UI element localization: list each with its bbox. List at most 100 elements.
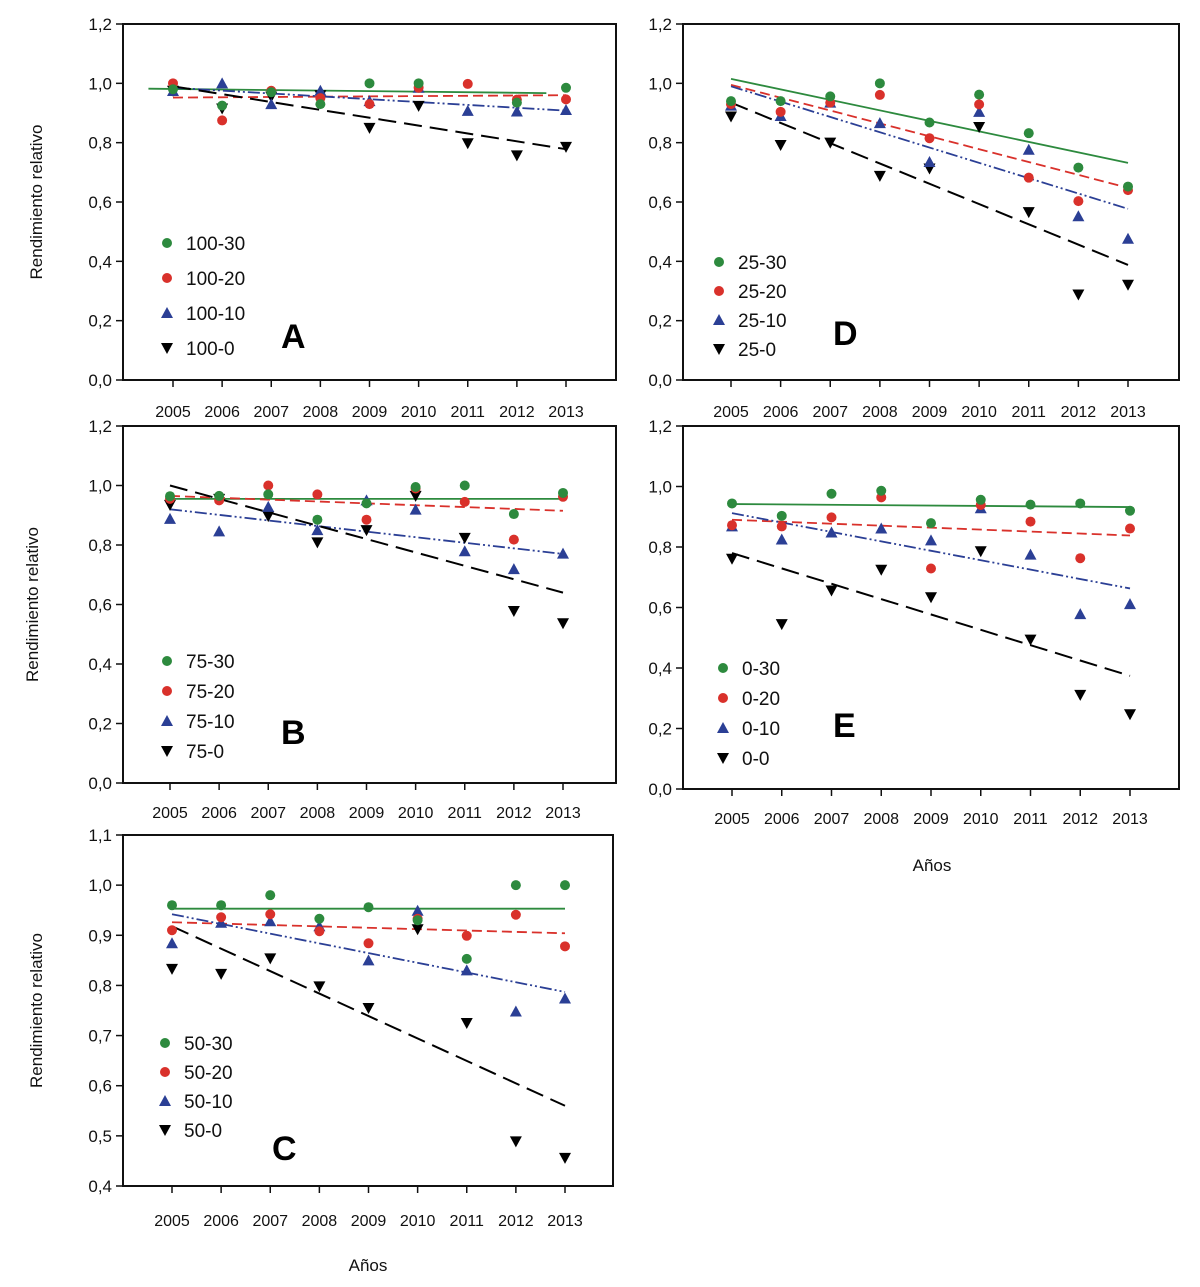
- data-point-0-10-2013: [1124, 598, 1136, 610]
- legend-label: 75-20: [186, 682, 235, 703]
- y-tick-label: 1,2: [88, 417, 112, 436]
- x-tick-label: 2009: [352, 404, 388, 421]
- data-point-50-0-2011: [460, 1018, 473, 1030]
- y-tick-label: 1,2: [88, 15, 112, 34]
- data-point-0-0-2009: [925, 592, 937, 604]
- x-tick-label: 2010: [398, 805, 434, 822]
- legend-label: 25-10: [738, 311, 787, 332]
- data-point-50-0-2007: [264, 953, 277, 965]
- data-point-75-0-2012: [507, 606, 520, 618]
- data-point-100-10-2013: [560, 104, 572, 116]
- plot-frame: [122, 23, 617, 381]
- trend-line-50-20: [171, 921, 566, 935]
- x-tick-label: 2012: [498, 1213, 534, 1230]
- data-point-25-0-2012: [1072, 289, 1085, 301]
- data-point-75-0-2007: [262, 511, 275, 523]
- legend-label: 100-10: [186, 304, 245, 325]
- data-point-0-20-2006: [776, 521, 787, 532]
- legend-marker-25-30: [714, 257, 724, 267]
- data-point-0-30-2010: [975, 494, 986, 505]
- data-point-75-10-2011: [458, 545, 471, 557]
- x-tick-label: 2010: [961, 404, 997, 421]
- legend-label: 50-10: [184, 1092, 233, 1113]
- panel-c: 0,4 0,5 0,6 0,7 0,8 0,9 1,0 1,1 2005 2006 2007 2008…: [27, 826, 614, 1275]
- data-point-0-0-2007: [825, 585, 838, 597]
- data-point-50-30-2011: [461, 953, 472, 964]
- data-point-100-0-2012: [510, 150, 523, 162]
- data-point-75-10-2010: [409, 503, 422, 515]
- y-tick-label: 1,0: [648, 478, 672, 497]
- x-tick-label: 2007: [814, 811, 850, 828]
- x-tick-label: 2005: [154, 1213, 190, 1230]
- y-tick-label: 1,0: [88, 876, 112, 895]
- panel-e: 0,0 0,2 0,4 0,6 0,8 1,0 1,2 2005 2006 2007 2008 200…: [648, 417, 1180, 875]
- x-tick-label: 2006: [764, 811, 800, 828]
- x-tick-label: 2012: [499, 404, 535, 421]
- trend-line-25-10: [730, 85, 1129, 210]
- y-tick-label: 0,2: [88, 312, 112, 331]
- data-point-75-0-2009: [360, 525, 373, 537]
- data-point-50-20-2008: [314, 926, 325, 937]
- x-tick-label: 2010: [400, 1213, 436, 1230]
- data-point-0-20-2011: [1025, 516, 1036, 527]
- trend-line-50-10: [171, 913, 566, 993]
- data-point-25-30-2006: [775, 96, 786, 107]
- data-point-75-20-2011: [459, 496, 470, 507]
- data-point-0-0-2013: [1124, 709, 1136, 721]
- legend-marker-50-10: [159, 1095, 171, 1106]
- legend-label: 25-20: [738, 282, 787, 303]
- data-point-0-0-2011: [1024, 634, 1037, 646]
- data-point-50-10-2006: [215, 916, 228, 928]
- data-point-0-10-2012: [1074, 608, 1087, 620]
- data-point-100-20-2006: [217, 115, 228, 126]
- x-tick-label: 2013: [547, 1213, 583, 1230]
- data-point-100-30-2010: [413, 78, 424, 89]
- trend-line-100-0: [172, 85, 567, 151]
- x-tick-label: 2007: [812, 404, 848, 421]
- data-point-0-20-2005: [727, 520, 737, 531]
- data-point-75-0-2011: [458, 532, 471, 544]
- data-point-100-30-2006: [217, 100, 228, 111]
- data-point-25-30-2007: [825, 91, 836, 102]
- x-tick-label: 2009: [351, 1213, 387, 1230]
- data-point-50-20-2006: [216, 912, 227, 923]
- y-tick-label: 0,6: [88, 1077, 112, 1096]
- x-tick-label: 2013: [1112, 811, 1148, 828]
- x-tick-label: 2006: [201, 805, 237, 822]
- trend-line-50-0: [171, 925, 566, 1107]
- data-point-100-0-2010: [412, 100, 425, 112]
- x-tick-label: 2010: [401, 404, 437, 421]
- data-point-50-30-2009: [363, 902, 374, 913]
- data-point-50-30-2008: [314, 913, 325, 924]
- y-tick-label: 0,6: [648, 193, 672, 212]
- data-point-25-30-2008: [874, 78, 885, 89]
- legend-label: 0-20: [742, 689, 780, 710]
- y-axis-title: Rendimiento relativo: [27, 933, 46, 1088]
- x-tick-label: 2006: [763, 404, 799, 421]
- legend-marker-75-30: [162, 656, 172, 666]
- legend-marker-0-10: [717, 722, 729, 733]
- y-tick-label: 0,6: [88, 596, 112, 615]
- y-tick-label: 0,0: [648, 371, 672, 390]
- y-tick-label: 0,7: [88, 1027, 112, 1046]
- data-point-25-0-2008: [873, 170, 886, 182]
- y-tick-label: 1,0: [648, 74, 672, 93]
- data-point-50-0-2012: [509, 1136, 522, 1148]
- x-tick-label: 2009: [912, 404, 948, 421]
- data-point-25-20-2011: [1023, 172, 1034, 183]
- data-point-25-30-2010: [974, 89, 985, 100]
- legend-marker-0-0: [717, 753, 729, 764]
- y-tick-label: 0,4: [648, 659, 672, 678]
- data-point-50-20-2013: [560, 941, 570, 952]
- x-tick-label: 2010: [963, 811, 999, 828]
- data-point-0-0-2008: [875, 564, 888, 576]
- data-point-100-30-2005: [168, 84, 178, 95]
- legend-marker-100-30: [162, 238, 172, 248]
- data-point-50-20-2007: [265, 909, 276, 920]
- x-tick-label: 2005: [714, 811, 750, 828]
- y-tick-label: 0,0: [88, 371, 112, 390]
- data-point-25-20-2006: [775, 106, 786, 117]
- data-point-75-30-2013: [558, 487, 568, 498]
- data-point-0-20-2007: [826, 512, 837, 523]
- data-point-0-30-2008: [876, 485, 887, 496]
